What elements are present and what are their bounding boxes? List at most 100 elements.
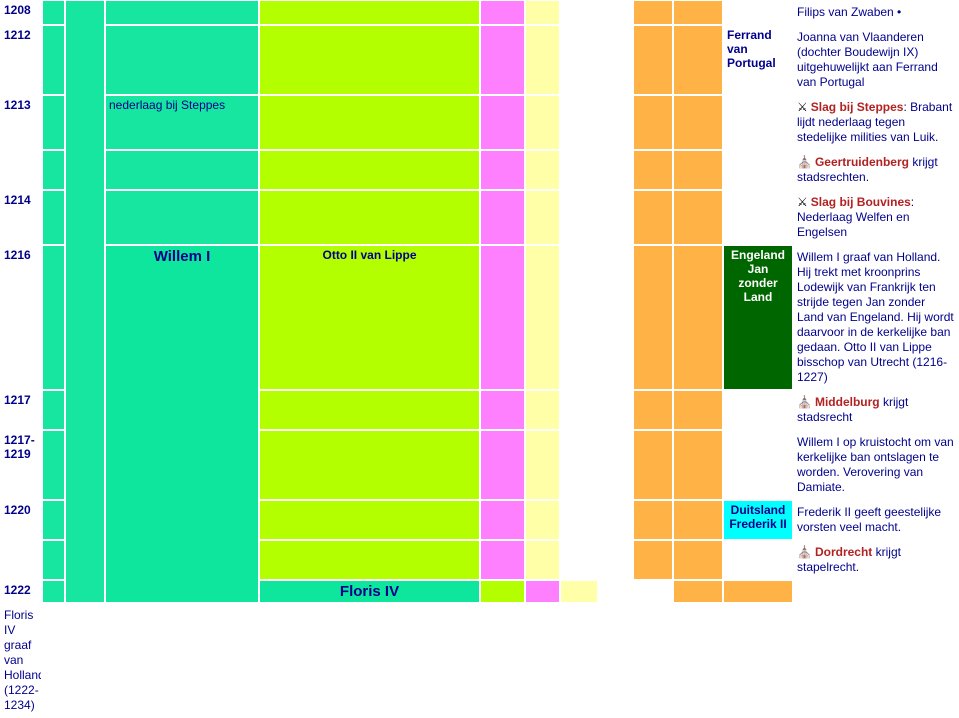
col1-r2 <box>42 95 65 150</box>
col9-r7 <box>633 430 673 500</box>
col1-r3 <box>42 150 65 190</box>
year-1217-1219: 1217-1219 <box>0 430 42 500</box>
town-icon <box>797 155 815 169</box>
col10-r6 <box>673 390 723 430</box>
col9-r3 <box>633 150 673 190</box>
col7-r8 <box>560 500 598 540</box>
col4-r4 <box>259 190 480 245</box>
town-icon <box>797 545 815 559</box>
col7-r3 <box>560 150 598 190</box>
year-1213: 1213 <box>0 95 42 150</box>
event-title: Slag bij Steppes <box>811 100 904 114</box>
col9-r5 <box>633 245 673 390</box>
event-title: Middelburg <box>815 395 880 409</box>
col4-r7 <box>259 430 480 500</box>
col1-r0 <box>42 0 65 25</box>
year-1217: 1217 <box>0 390 42 430</box>
event-title: Geertruidenberg <box>815 155 909 169</box>
swords-icon <box>797 195 811 209</box>
col10-r0 <box>673 0 723 25</box>
col3-r1 <box>105 25 259 95</box>
event-1220: Frederik II geeft geestelijke vorsten ve… <box>793 500 959 540</box>
town-icon <box>797 395 815 409</box>
ruler-floris: Floris IV <box>259 580 480 603</box>
col10-r10 <box>723 580 793 603</box>
col6-r0 <box>525 0 560 25</box>
col8-r8 <box>598 500 633 540</box>
col8-r9 <box>598 540 633 580</box>
event-title: Slag bij Bouvines <box>811 195 911 209</box>
col1-r9 <box>42 540 65 580</box>
col5-r6 <box>480 390 525 430</box>
col9-r0 <box>633 0 673 25</box>
col10-r4 <box>673 190 723 245</box>
col11-r7 <box>723 430 793 500</box>
event-1214: Slag bij Bouvines: Nederlaag Welfen en E… <box>793 190 959 245</box>
col1-r8 <box>42 500 65 540</box>
col7-r6 <box>560 390 598 430</box>
col8-r2 <box>598 95 633 150</box>
col9-r9 <box>633 540 673 580</box>
col1-r5 <box>42 245 65 390</box>
year-blank-r3 <box>0 150 42 190</box>
col9-r8 <box>633 500 673 540</box>
col4-r1 <box>259 25 480 95</box>
col10-r7 <box>673 430 723 500</box>
col5-r5 <box>480 245 525 390</box>
col10-r9 <box>673 540 723 580</box>
col8-r7 <box>598 430 633 500</box>
col4-r10 <box>480 580 525 603</box>
col1-r1 <box>42 25 65 95</box>
otto-lippe: Otto II van Lippe <box>259 245 480 390</box>
event-title: Dordrecht <box>815 545 872 559</box>
col8-r5 <box>598 245 633 390</box>
col5-r1 <box>480 25 525 95</box>
event-1217: Middelburg krijgt stadsrecht <box>793 390 959 430</box>
col11-r2 <box>723 95 793 150</box>
col3-r3 <box>105 150 259 190</box>
col1-r10 <box>42 580 65 603</box>
event-1212: Joanna van Vlaanderen (dochter Boudewijn… <box>793 25 959 95</box>
col6-r3 <box>525 150 560 190</box>
col4-r9 <box>259 540 480 580</box>
col5-r9 <box>480 540 525 580</box>
col7-r2 <box>560 95 598 150</box>
col11-r9 <box>723 540 793 580</box>
col4-r3 <box>259 150 480 190</box>
col10-r1 <box>673 25 723 95</box>
col6-r7 <box>525 430 560 500</box>
col10-r8 <box>673 500 723 540</box>
col6-r9 <box>525 540 560 580</box>
event-1217-1219: Willem I op kruistocht om van kerkelijke… <box>793 430 959 500</box>
col4-r2 <box>259 95 480 150</box>
col2-r0 <box>65 0 105 603</box>
country-label: Duitsland <box>731 503 786 517</box>
year-blank-r9 <box>0 540 42 580</box>
col6-r10 <box>560 580 598 603</box>
col7-r0 <box>560 0 598 25</box>
year-1212: 1212 <box>0 25 42 95</box>
germany-frederik: Duitsland Frederik II <box>723 500 793 540</box>
col9-r4 <box>633 190 673 245</box>
england-john: Engeland Jan zonder Land <box>723 245 793 390</box>
year-1220: 1220 <box>0 500 42 540</box>
ferrand-portugal: Ferrand van Portugal <box>723 25 793 95</box>
event-1216: Willem I graaf van Holland. Hij trekt me… <box>793 245 959 390</box>
col5-r2 <box>480 95 525 150</box>
col1-r6 <box>42 390 65 430</box>
col1-r4 <box>42 190 65 245</box>
col5-r8 <box>480 500 525 540</box>
year-1222: 1222 <box>0 580 42 603</box>
country-label: Engeland <box>731 248 785 262</box>
col7-r4 <box>560 190 598 245</box>
col10-r3 <box>673 150 723 190</box>
col5-r7 <box>480 430 525 500</box>
ruler-willem: Willem I <box>105 245 259 603</box>
col6-r5 <box>525 245 560 390</box>
event-1213: Slag bij Steppes: Brabant lijdt nederlaa… <box>793 95 959 150</box>
col11-r3 <box>723 150 793 190</box>
col9-r10 <box>673 580 723 603</box>
col4-r0 <box>259 0 480 25</box>
col7-r1 <box>560 25 598 95</box>
col8-r1 <box>598 25 633 95</box>
